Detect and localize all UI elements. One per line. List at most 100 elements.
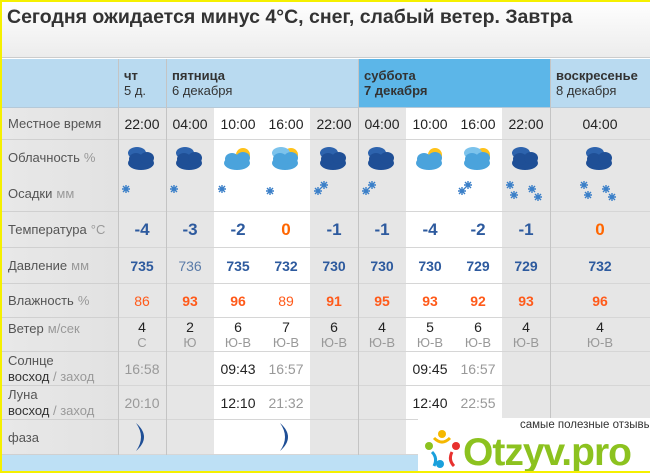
day-header-1[interactable]: пятница 6 декабря xyxy=(166,59,358,108)
day-date: 6 декабря xyxy=(172,83,233,98)
moon-cell: 20:10 xyxy=(118,386,166,420)
temp-label: Температура xyxy=(8,222,87,237)
humidity-cell: 93 xyxy=(166,284,214,318)
snow-icon xyxy=(408,175,452,205)
humidity-cell: 95 xyxy=(358,284,406,318)
wind-cell: 4 Ю-В xyxy=(550,318,650,352)
precip-cell xyxy=(406,175,454,212)
moon-cell: 12:10 xyxy=(214,386,262,420)
humidity-cell: 96 xyxy=(214,284,262,318)
cloud-cell xyxy=(454,140,502,175)
day-header-0[interactable]: чт 5 д. xyxy=(118,59,166,108)
phase-cell xyxy=(310,420,358,455)
wind-direction: Ю-В xyxy=(586,335,614,350)
overcast-night-icon xyxy=(176,147,202,170)
sun-cell: 16:57 xyxy=(262,352,310,386)
sun-cell: 09:45 xyxy=(406,352,454,386)
set-label: заход xyxy=(60,369,95,384)
cloud-cell xyxy=(262,140,310,175)
precip-cell xyxy=(310,175,358,212)
watermark: самые полезные отзывы Otzyv.pro xyxy=(418,418,650,473)
precip-label: Осадки xyxy=(8,186,53,201)
temp-cell: 0 xyxy=(262,212,310,248)
day-divider xyxy=(550,59,551,455)
moon-cell xyxy=(358,386,406,420)
day-name: пятница xyxy=(172,68,226,83)
pressure-cell: 730 xyxy=(358,248,406,284)
pressure-cell: 732 xyxy=(550,248,650,284)
overcast-icon xyxy=(586,147,612,170)
wind-speed: 4 xyxy=(378,319,386,335)
time-cell: 04:00 xyxy=(358,108,406,140)
row-label-temp: Температура °С xyxy=(0,212,118,248)
sun-cell: 16:58 xyxy=(118,352,166,386)
wind-speed: 4 xyxy=(522,319,530,335)
day-date: 7 декабря xyxy=(364,83,428,98)
row-label-sun: Солнце восход / заход xyxy=(0,352,118,386)
sep: / xyxy=(49,369,61,384)
wind-direction: С xyxy=(137,335,147,350)
humidity-unit: % xyxy=(77,293,90,308)
temp-cell: 0 xyxy=(550,212,650,248)
time-cell: 22:00 xyxy=(118,108,166,140)
snow-icon xyxy=(266,187,274,195)
wind-speed: 6 xyxy=(234,319,242,335)
row-label-humidity: Влажность% xyxy=(0,284,118,318)
phase-cell xyxy=(262,420,310,455)
crescent-moon-icon xyxy=(280,423,288,451)
cloud-label: Облачность xyxy=(8,150,80,165)
sun-rise-time: 09:43 xyxy=(220,361,256,377)
wind-direction: Ю-В xyxy=(368,335,396,350)
pressure-cell: 729 xyxy=(454,248,502,284)
day-header-3[interactable]: воскресенье 8 декабря xyxy=(550,59,650,108)
moon-rise-time: 12:10 xyxy=(220,395,256,411)
cloudy-sun-icon xyxy=(464,147,490,170)
otzyv-logo-icon xyxy=(425,430,460,468)
sun-label: Солнце xyxy=(8,353,54,368)
day-header-2[interactable]: суббота 7 декабря xyxy=(358,59,550,108)
humidity-cell: 91 xyxy=(310,284,358,318)
wind-cell: 6 Ю-В xyxy=(454,318,502,352)
snow-icon xyxy=(122,185,130,193)
time-cell: 10:00 xyxy=(214,108,262,140)
humidity-cell: 93 xyxy=(502,284,550,318)
snow-icon xyxy=(458,181,472,195)
wind-cell: 4 Ю-В xyxy=(502,318,550,352)
overcast-night-icon xyxy=(512,147,538,170)
sun-cell xyxy=(502,352,550,386)
row-label-phase: фаза xyxy=(0,420,118,455)
partly-cloudy-sun-icon xyxy=(416,148,442,170)
wind-direction: Ю-В xyxy=(464,335,492,350)
wind-direction: Ю-В xyxy=(512,335,540,350)
day-divider xyxy=(166,59,167,455)
overcast-night-icon xyxy=(368,147,394,170)
wind-speed: 4 xyxy=(138,319,146,335)
pressure-label: Давление xyxy=(8,258,68,273)
phase-label: фаза xyxy=(8,430,39,445)
forecast-table: чт 5 д. пятница 6 декабря суббота 7 декабря во… xyxy=(0,59,650,455)
cloud-cell xyxy=(118,140,166,175)
pressure-cell: 735 xyxy=(118,248,166,284)
wind-direction: Ю-В xyxy=(320,335,348,350)
sun-set-time: 16:57 xyxy=(268,361,304,377)
moon-cell xyxy=(502,386,550,420)
row-label-time: Местное время xyxy=(0,108,118,140)
precip-cell xyxy=(454,175,502,212)
precip-cell xyxy=(118,175,166,212)
table-footer xyxy=(0,455,425,473)
sun-rise-time: 09:45 xyxy=(412,361,448,377)
moon-cell xyxy=(310,386,358,420)
moon-cell: 21:32 xyxy=(262,386,310,420)
pressure-unit: мм xyxy=(71,258,90,273)
pressure-cell: 735 xyxy=(214,248,262,284)
temp-cell: -4 xyxy=(118,212,166,248)
humidity-cell: 92 xyxy=(454,284,502,318)
temp-cell: -2 xyxy=(214,212,262,248)
cloud-cell xyxy=(358,140,406,175)
time-label: Местное время xyxy=(8,116,102,131)
wind-speed: 7 xyxy=(282,319,290,335)
wind-direction: Ю xyxy=(183,335,197,350)
row-label-wind: Ветер м/сек xyxy=(0,318,118,352)
sun-cell: 09:43 xyxy=(214,352,262,386)
forecast-summary-bar: Сегодня ожидается минус 4°С, снег, слабы… xyxy=(0,0,650,58)
